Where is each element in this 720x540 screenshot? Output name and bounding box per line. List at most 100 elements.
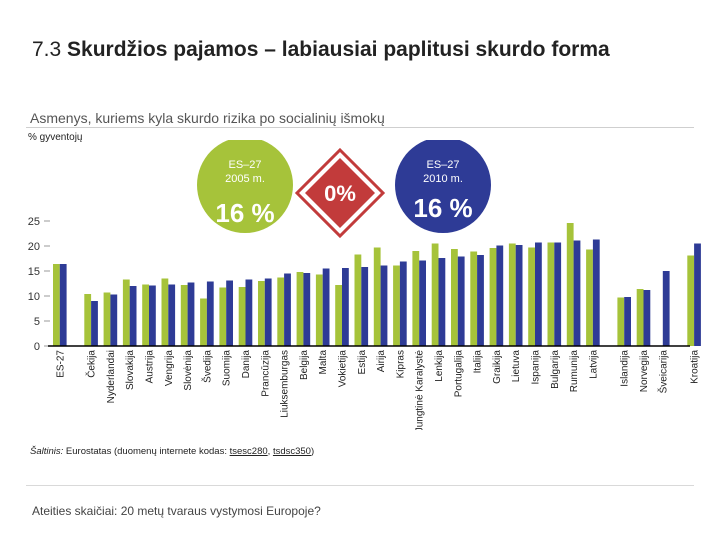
bar-2010	[496, 245, 504, 346]
badge-middle-fill	[305, 158, 375, 228]
x-tick-label: Vengrija	[164, 350, 175, 387]
bar-2010	[419, 260, 426, 346]
bar-2005	[617, 297, 625, 346]
badge-left-value: 16 %	[215, 198, 274, 228]
x-tick-label: Jungtinė Karalystė	[415, 350, 426, 430]
x-tick-label: Bulgarija	[550, 350, 561, 389]
bar-2010	[361, 267, 369, 346]
x-tick-label: Nyderlandai	[106, 350, 117, 403]
badge-right-label: ES–27	[426, 159, 459, 171]
badge-right-value: 16 %	[413, 193, 472, 223]
x-tick-label: ES-27	[55, 350, 66, 378]
badge-right-year: 2010 m.	[423, 173, 463, 185]
bar-2010	[187, 282, 195, 346]
bar-2005	[142, 284, 149, 346]
x-tick-label: Estija	[357, 350, 368, 375]
x-tick-label: Prancūzija	[260, 350, 271, 397]
x-tick-label: Islandija	[620, 350, 631, 387]
source-link-tsdsc350[interactable]: tsdsc350	[272, 446, 311, 457]
bar-2010	[129, 286, 137, 346]
source-note: Šaltinis: Eurostatas (duomenų internete …	[30, 446, 314, 457]
title-number: 7.3	[32, 38, 62, 61]
source-suffix: )	[310, 446, 315, 457]
bar-2010	[149, 285, 156, 346]
footer-text: Ateities skaičiai: 20 metų tvaraus vysty…	[32, 504, 321, 518]
badge-right: ES–27 2010 m. 16 %	[395, 140, 491, 233]
y-tick-label: 15	[28, 266, 40, 278]
y-tick-label: 25	[28, 216, 40, 228]
badge-left-label: ES–27	[228, 159, 261, 171]
badge-left-circle	[197, 140, 293, 233]
y-axis: 0 5 10 15 20 25	[28, 216, 50, 353]
source-text: Eurostatas (duomenų internete kodas:	[63, 446, 230, 457]
x-tick-label: Graikija	[492, 350, 503, 384]
bar-2010	[573, 240, 581, 346]
x-tick-label: Austrija	[145, 350, 156, 384]
bar-2010	[515, 245, 523, 346]
source-separator: ,	[267, 446, 273, 457]
bar-2005	[219, 287, 227, 346]
y-tick-label: 0	[34, 341, 40, 353]
bar-2005	[489, 248, 497, 346]
x-tick-label: Ispanija	[531, 350, 542, 385]
bar-2010	[342, 268, 349, 346]
x-tick-label: Belgija	[299, 350, 310, 380]
bar-2005	[528, 247, 535, 346]
bar-2010	[592, 239, 600, 346]
x-tick-label: Liuksemburgas	[280, 350, 291, 418]
bar-chart: ES–27 2005 m. 16 % 0% ES–27 2010 m. 16 %…	[28, 140, 701, 430]
bar-2005	[200, 298, 207, 346]
bar-2005	[470, 251, 478, 346]
bar-2010	[662, 271, 670, 346]
x-tick-label: Latvija	[588, 350, 599, 379]
bar-2005	[354, 254, 362, 346]
bar-2010	[457, 256, 465, 346]
source-prefix: Šaltinis:	[30, 446, 64, 457]
bar-2010	[59, 264, 67, 346]
bar-2005	[412, 251, 420, 346]
bar-2010	[535, 242, 542, 346]
y-tick-label: 20	[28, 241, 40, 253]
unit-label: % gyventojų	[28, 132, 83, 143]
x-tick-label: Lenkija	[434, 350, 445, 382]
title-text: Skurdžios pajamos – labiausiai paplitusi…	[67, 38, 610, 61]
footer-divider	[26, 485, 694, 486]
bar-2010	[694, 243, 701, 346]
bar-2005	[636, 289, 644, 346]
source-link-tsesc280[interactable]: tsesc280	[229, 446, 268, 457]
bar-2005	[373, 247, 381, 346]
bar-2005	[161, 278, 169, 346]
x-tick-label: Švedija	[200, 350, 213, 383]
bar-2005	[296, 272, 304, 346]
bar-2010	[264, 278, 272, 346]
bar-2010	[303, 273, 311, 346]
x-tick-label: Airija	[376, 350, 387, 373]
x-tick-label: Rumunija	[569, 350, 580, 393]
bar-2005	[238, 287, 246, 346]
bar-2010	[399, 261, 407, 346]
badge-middle-outline	[294, 147, 386, 239]
badge-middle: 0%	[294, 147, 386, 239]
page-title: 7.3 Skurdžios pajamos – labiausiai papli…	[32, 38, 610, 62]
bar-2010	[477, 255, 484, 346]
x-tick-label: Norvegija	[639, 350, 650, 393]
x-tick-label: Čekija	[85, 350, 98, 378]
bar-2010	[91, 301, 98, 346]
bar-series	[53, 223, 701, 346]
x-tick-label: Slovėnija	[183, 350, 194, 391]
bar-2005	[687, 255, 695, 346]
x-tick-label: Lietuva	[511, 350, 522, 383]
x-tick-label: Danija	[241, 350, 252, 379]
x-tick-label: Italija	[473, 350, 484, 374]
x-tick-label: Portugalija	[453, 350, 464, 398]
subtitle-divider	[26, 127, 694, 128]
x-tick-label: Slovakija	[125, 350, 136, 390]
bar-2005	[547, 242, 555, 346]
badge-right-circle	[395, 140, 491, 233]
bar-2010	[206, 281, 214, 346]
bar-2005	[277, 277, 285, 346]
bar-2005	[180, 285, 188, 346]
badge-middle-value: 0%	[324, 181, 356, 206]
x-tick-label: Suomija	[222, 350, 233, 387]
x-tick-label: Šveicarija	[656, 350, 669, 394]
